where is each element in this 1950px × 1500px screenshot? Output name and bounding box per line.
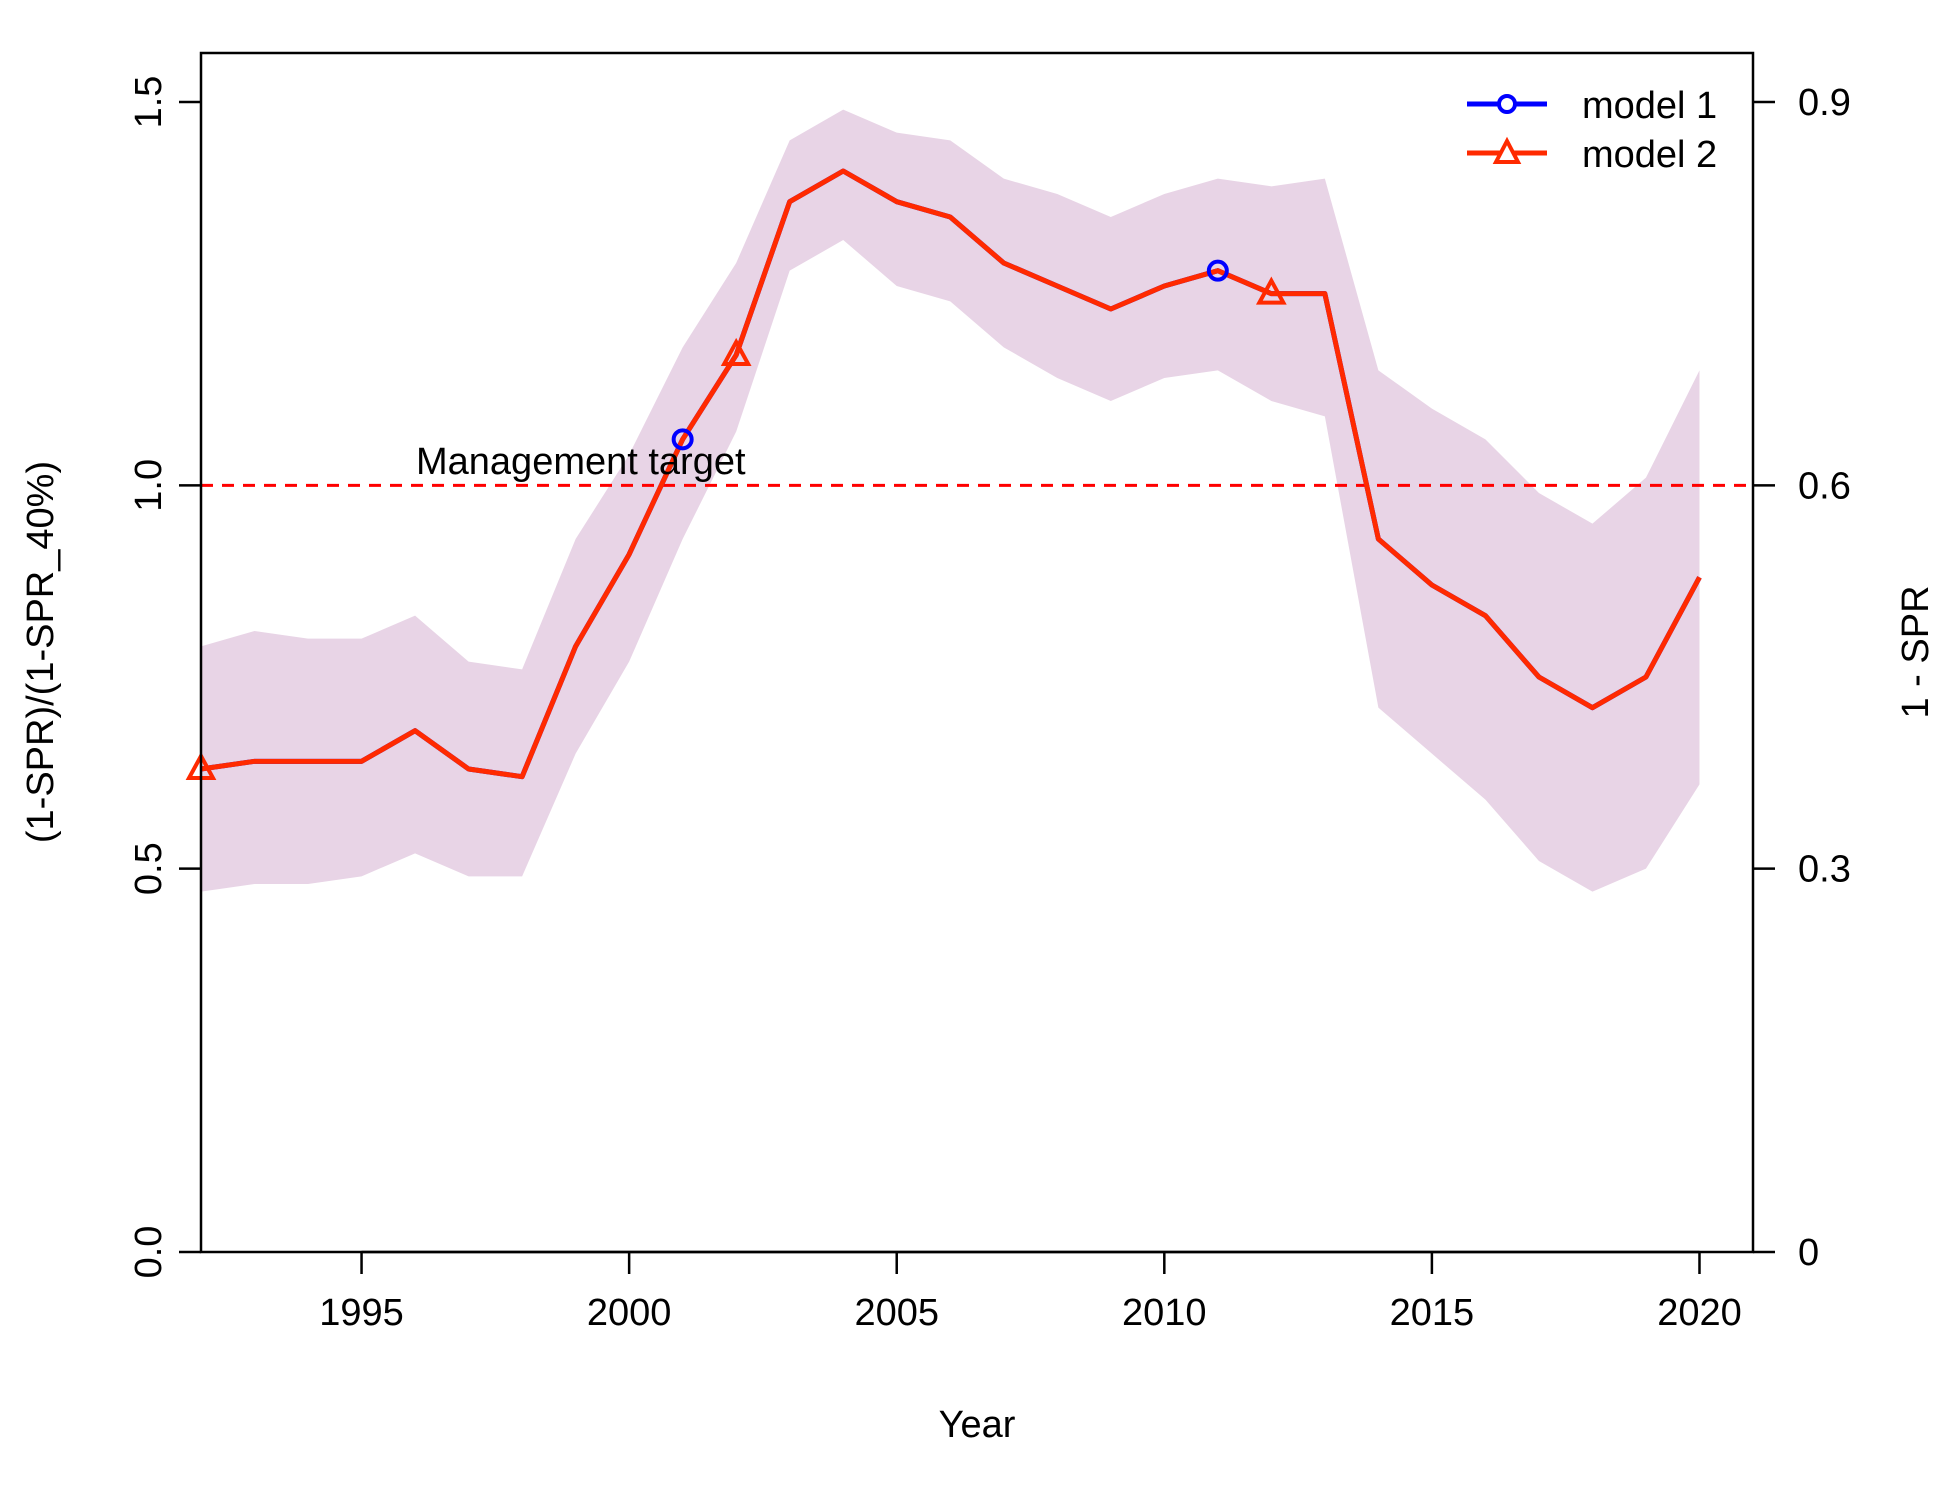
x-tick-label-1995: 1995	[319, 1292, 404, 1334]
point-model-2-2002	[720, 337, 752, 366]
x-tick-label-2015: 2015	[1390, 1292, 1475, 1334]
x-tick-label-2010: 2010	[1122, 1292, 1207, 1334]
legend-marker-model-2	[1492, 136, 1522, 164]
x-axis-title: Year	[939, 1404, 1016, 1446]
uncertainty-band	[201, 109, 1700, 892]
y-axis-right: 0 0.3 0.6 0.9	[1753, 82, 1851, 1274]
x-tick-label-2000: 2000	[587, 1292, 672, 1334]
series-layer	[200, 168, 1702, 780]
y-axis-right-title: 1 - SPR	[1895, 585, 1937, 718]
x-tick-label-2020: 2020	[1657, 1292, 1742, 1334]
y-right-tick-label-0.9: 0.9	[1798, 82, 1851, 124]
uncertainty-band-layer	[201, 109, 1700, 892]
management-target-label: Management target	[416, 441, 746, 483]
series-line-model-2	[200, 168, 1702, 780]
y-right-tick-label-0.6: 0.6	[1798, 465, 1851, 507]
y-axis-left: 0.0 0.5 1.0 1.5	[128, 76, 201, 1279]
point-model-1-2001	[671, 428, 694, 451]
y-axis-left-title: (1-SPR)/(1-SPR_40%)	[20, 461, 62, 843]
point-model-1-2011	[1206, 259, 1229, 282]
legend: model 1 model 2	[1467, 85, 1717, 176]
y-right-tick-label-0: 0	[1798, 1232, 1819, 1274]
legend-label-model-2: model 2	[1582, 134, 1717, 176]
legend-marker-model-1	[1497, 94, 1517, 114]
legend-label-model-1: model 1	[1582, 85, 1717, 127]
legend-entry-model-2: model 2	[1467, 134, 1717, 176]
legend-entry-model-1: model 1	[1467, 85, 1717, 127]
y-left-tick-label-1.0: 1.0	[128, 459, 170, 512]
y-right-tick-label-0.3: 0.3	[1798, 849, 1851, 891]
y-left-tick-label-0.0: 0.0	[128, 1226, 170, 1279]
x-tick-label-2005: 2005	[854, 1292, 939, 1334]
point-model-2-2012	[1255, 276, 1287, 305]
y-left-tick-label-1.5: 1.5	[128, 76, 170, 129]
y-left-tick-label-0.5: 0.5	[128, 842, 170, 895]
x-axis: 1995 2000 2005 2010 2015 2020	[319, 1250, 1742, 1334]
